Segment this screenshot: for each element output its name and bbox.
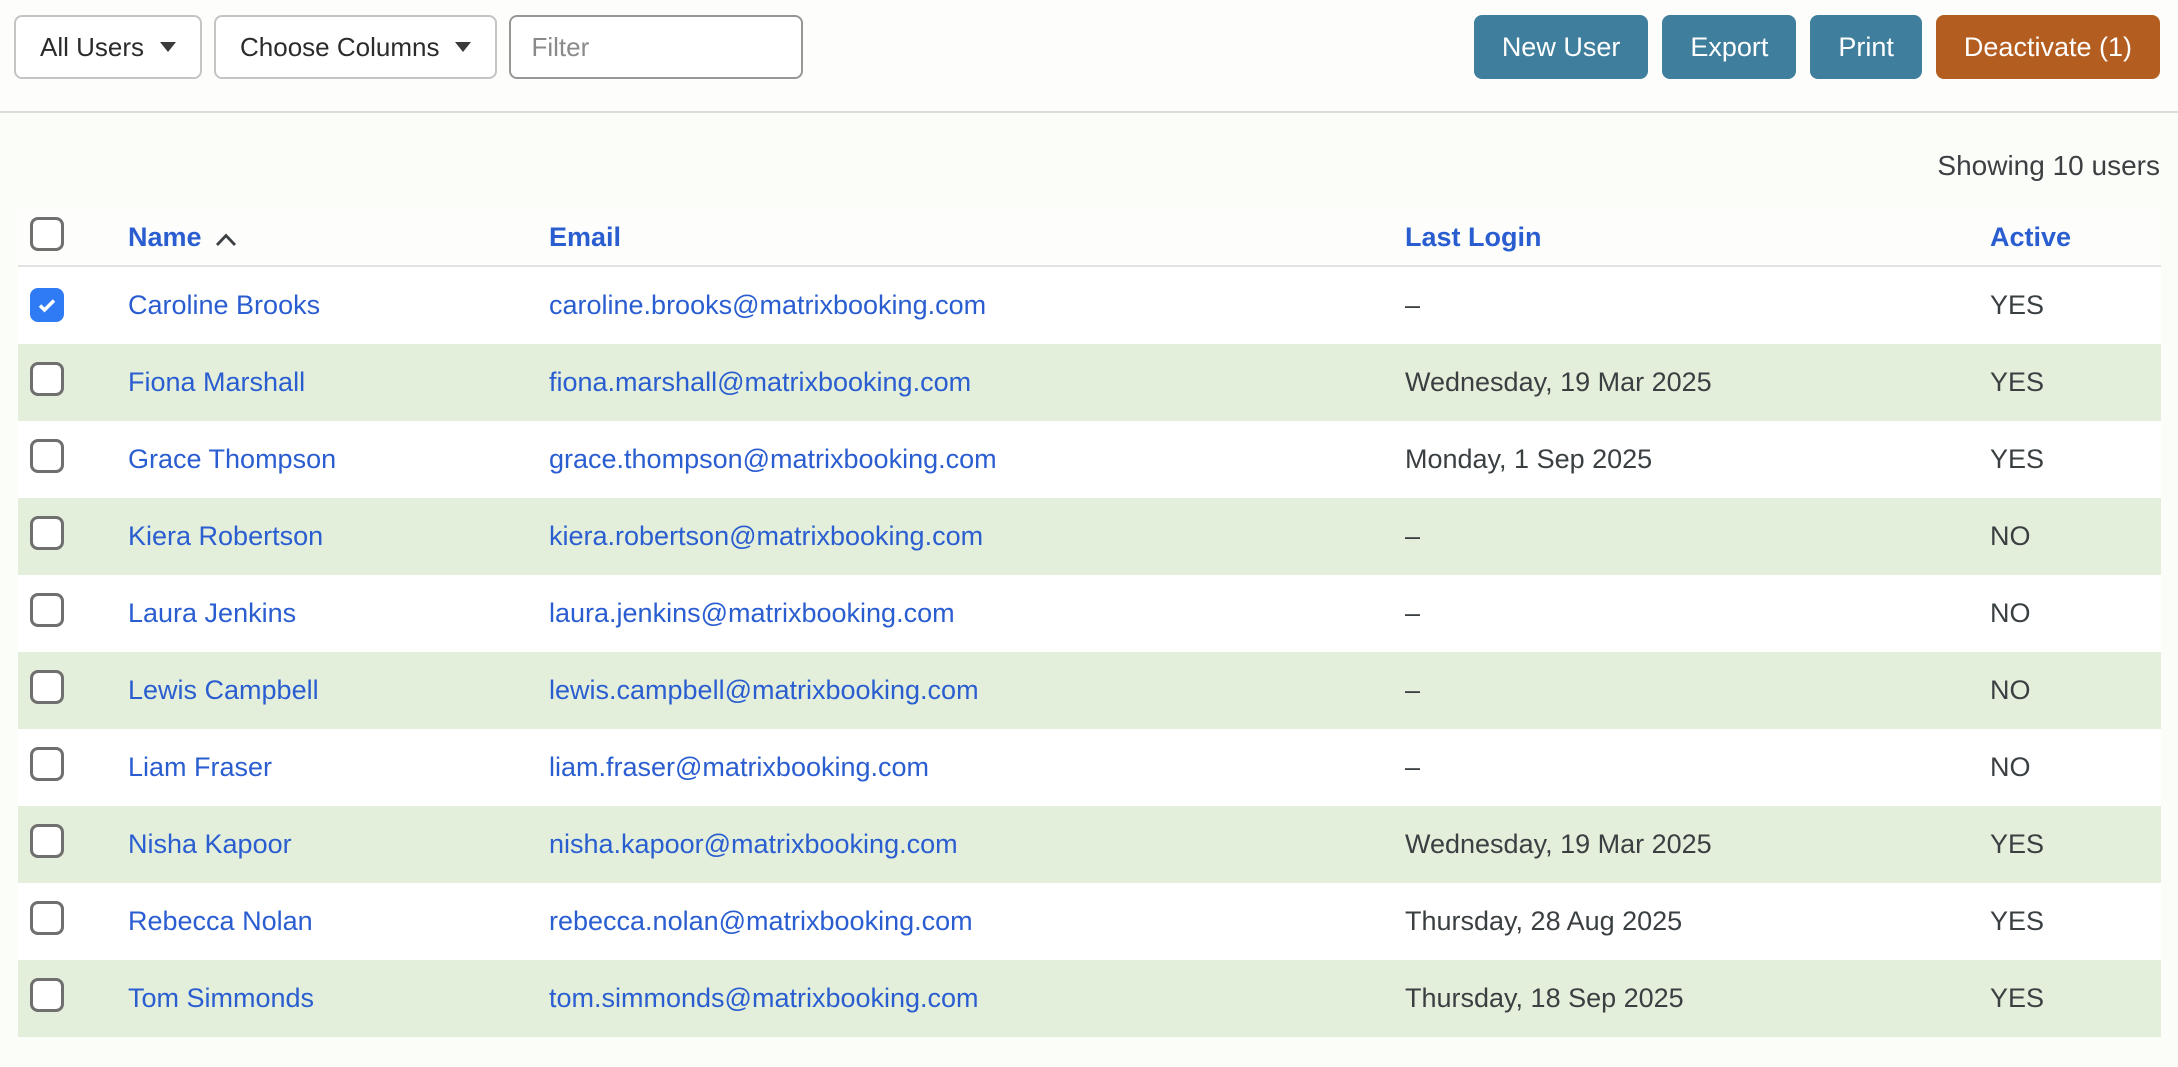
users-table: Name Email Last Login Active Caroline Br… <box>18 209 2161 1037</box>
user-count-summary: Showing 10 users <box>1937 150 2160 181</box>
last-login-cell: – <box>1405 752 1421 782</box>
user-email-link[interactable]: laura.jenkins@matrixbooking.com <box>549 598 955 628</box>
table-row: Laura Jenkins laura.jenkins@matrixbookin… <box>18 575 2161 652</box>
user-email-link[interactable]: fiona.marshall@matrixbooking.com <box>549 367 972 397</box>
table-row: Rebecca Nolan rebecca.nolan@matrixbookin… <box>18 883 2161 960</box>
choose-columns-dropdown-label: Choose Columns <box>240 31 440 62</box>
user-name-link[interactable]: Laura Jenkins <box>128 598 297 628</box>
user-name-link[interactable]: Tom Simmonds <box>128 983 315 1013</box>
column-header-name[interactable]: Name <box>128 222 549 253</box>
filter-input[interactable] <box>509 15 804 79</box>
table-row: Liam Fraser liam.fraser@matrixbooking.co… <box>18 729 2161 806</box>
active-cell: NO <box>1990 752 2031 782</box>
user-name-link[interactable]: Kiera Robertson <box>128 521 324 551</box>
user-name-link[interactable]: Caroline Brooks <box>128 290 321 320</box>
choose-columns-dropdown[interactable]: Choose Columns <box>214 15 498 79</box>
active-cell: YES <box>1990 983 2045 1013</box>
column-header-active[interactable]: Active <box>1990 221 2072 252</box>
column-header-email[interactable]: Email <box>549 221 622 252</box>
last-login-cell: – <box>1405 290 1421 320</box>
user-email-link[interactable]: kiera.robertson@matrixbooking.com <box>549 521 984 551</box>
table-body: Caroline Brooks caroline.brooks@matrixbo… <box>18 267 2161 1037</box>
table-row: Lewis Campbell lewis.campbell@matrixbook… <box>18 652 2161 729</box>
active-cell: NO <box>1990 521 2031 551</box>
print-button[interactable]: Print <box>1810 15 1922 79</box>
row-checkbox[interactable] <box>30 593 64 627</box>
user-name-link[interactable]: Grace Thompson <box>128 444 337 474</box>
row-checkbox[interactable] <box>30 901 64 935</box>
row-checkbox[interactable] <box>30 824 64 858</box>
select-all-checkbox[interactable] <box>30 216 64 251</box>
user-name-link[interactable]: Liam Fraser <box>128 752 273 782</box>
last-login-cell: Wednesday, 19 Mar 2025 <box>1405 367 1712 397</box>
row-checkbox[interactable] <box>30 362 64 396</box>
caret-down-icon <box>160 42 177 52</box>
table-row: Nisha Kapoor nisha.kapoor@matrixbooking.… <box>18 806 2161 883</box>
column-header-last-login[interactable]: Last Login <box>1405 221 1542 252</box>
table-row: Grace Thompson grace.thompson@matrixbook… <box>18 421 2161 498</box>
sort-ascending-icon <box>215 232 236 246</box>
toolbar-filter-group: All Users Choose Columns <box>14 15 804 79</box>
row-checkbox[interactable] <box>30 670 64 704</box>
table-row: Tom Simmonds tom.simmonds@matrixbooking.… <box>18 960 2161 1037</box>
active-cell: YES <box>1990 367 2045 397</box>
user-email-link[interactable]: liam.fraser@matrixbooking.com <box>549 752 930 782</box>
last-login-cell: – <box>1405 675 1421 705</box>
toolbar-action-group: New User Export Print Deactivate (1) <box>1473 15 2160 79</box>
user-name-link[interactable]: Rebecca Nolan <box>128 906 313 936</box>
export-button[interactable]: Export <box>1662 15 1797 79</box>
user-email-link[interactable]: tom.simmonds@matrixbooking.com <box>549 983 979 1013</box>
last-login-cell: – <box>1405 598 1421 628</box>
user-email-link[interactable]: grace.thompson@matrixbooking.com <box>549 444 997 474</box>
last-login-cell: Thursday, 28 Aug 2025 <box>1405 906 1683 936</box>
last-login-cell: Wednesday, 19 Mar 2025 <box>1405 829 1712 859</box>
active-cell: YES <box>1990 290 2045 320</box>
row-checkbox[interactable] <box>30 287 64 322</box>
all-users-dropdown-label: All Users <box>40 31 145 62</box>
user-name-link[interactable]: Lewis Campbell <box>128 675 319 705</box>
toolbar: All Users Choose Columns New User Export… <box>0 0 2178 113</box>
last-login-cell: Monday, 1 Sep 2025 <box>1405 444 1653 474</box>
table-row: Caroline Brooks caroline.brooks@matrixbo… <box>18 267 2161 344</box>
user-email-link[interactable]: rebecca.nolan@matrixbooking.com <box>549 906 973 936</box>
row-checkbox[interactable] <box>30 439 64 473</box>
active-cell: YES <box>1990 829 2045 859</box>
active-cell: NO <box>1990 675 2031 705</box>
active-cell: YES <box>1990 906 2045 936</box>
active-cell: NO <box>1990 598 2031 628</box>
row-checkbox[interactable] <box>30 747 64 781</box>
table-row: Kiera Robertson kiera.robertson@matrixbo… <box>18 498 2161 575</box>
last-login-cell: Thursday, 18 Sep 2025 <box>1405 983 1684 1013</box>
checkmark-icon <box>38 298 56 312</box>
all-users-dropdown[interactable]: All Users <box>14 15 203 79</box>
last-login-cell: – <box>1405 521 1421 551</box>
table-header-row: Name Email Last Login Active <box>18 209 2161 267</box>
caret-down-icon <box>455 42 472 52</box>
row-checkbox[interactable] <box>30 978 64 1012</box>
row-checkbox[interactable] <box>30 516 64 550</box>
user-email-link[interactable]: nisha.kapoor@matrixbooking.com <box>549 829 958 859</box>
new-user-button[interactable]: New User <box>1473 15 1649 79</box>
user-name-link[interactable]: Nisha Kapoor <box>128 829 292 859</box>
deactivate-button[interactable]: Deactivate (1) <box>1935 15 2160 79</box>
active-cell: YES <box>1990 444 2045 474</box>
user-name-link[interactable]: Fiona Marshall <box>128 367 306 397</box>
table-row: Fiona Marshall fiona.marshall@matrixbook… <box>18 344 2161 421</box>
user-email-link[interactable]: caroline.brooks@matrixbooking.com <box>549 290 987 320</box>
user-email-link[interactable]: lewis.campbell@matrixbooking.com <box>549 675 979 705</box>
